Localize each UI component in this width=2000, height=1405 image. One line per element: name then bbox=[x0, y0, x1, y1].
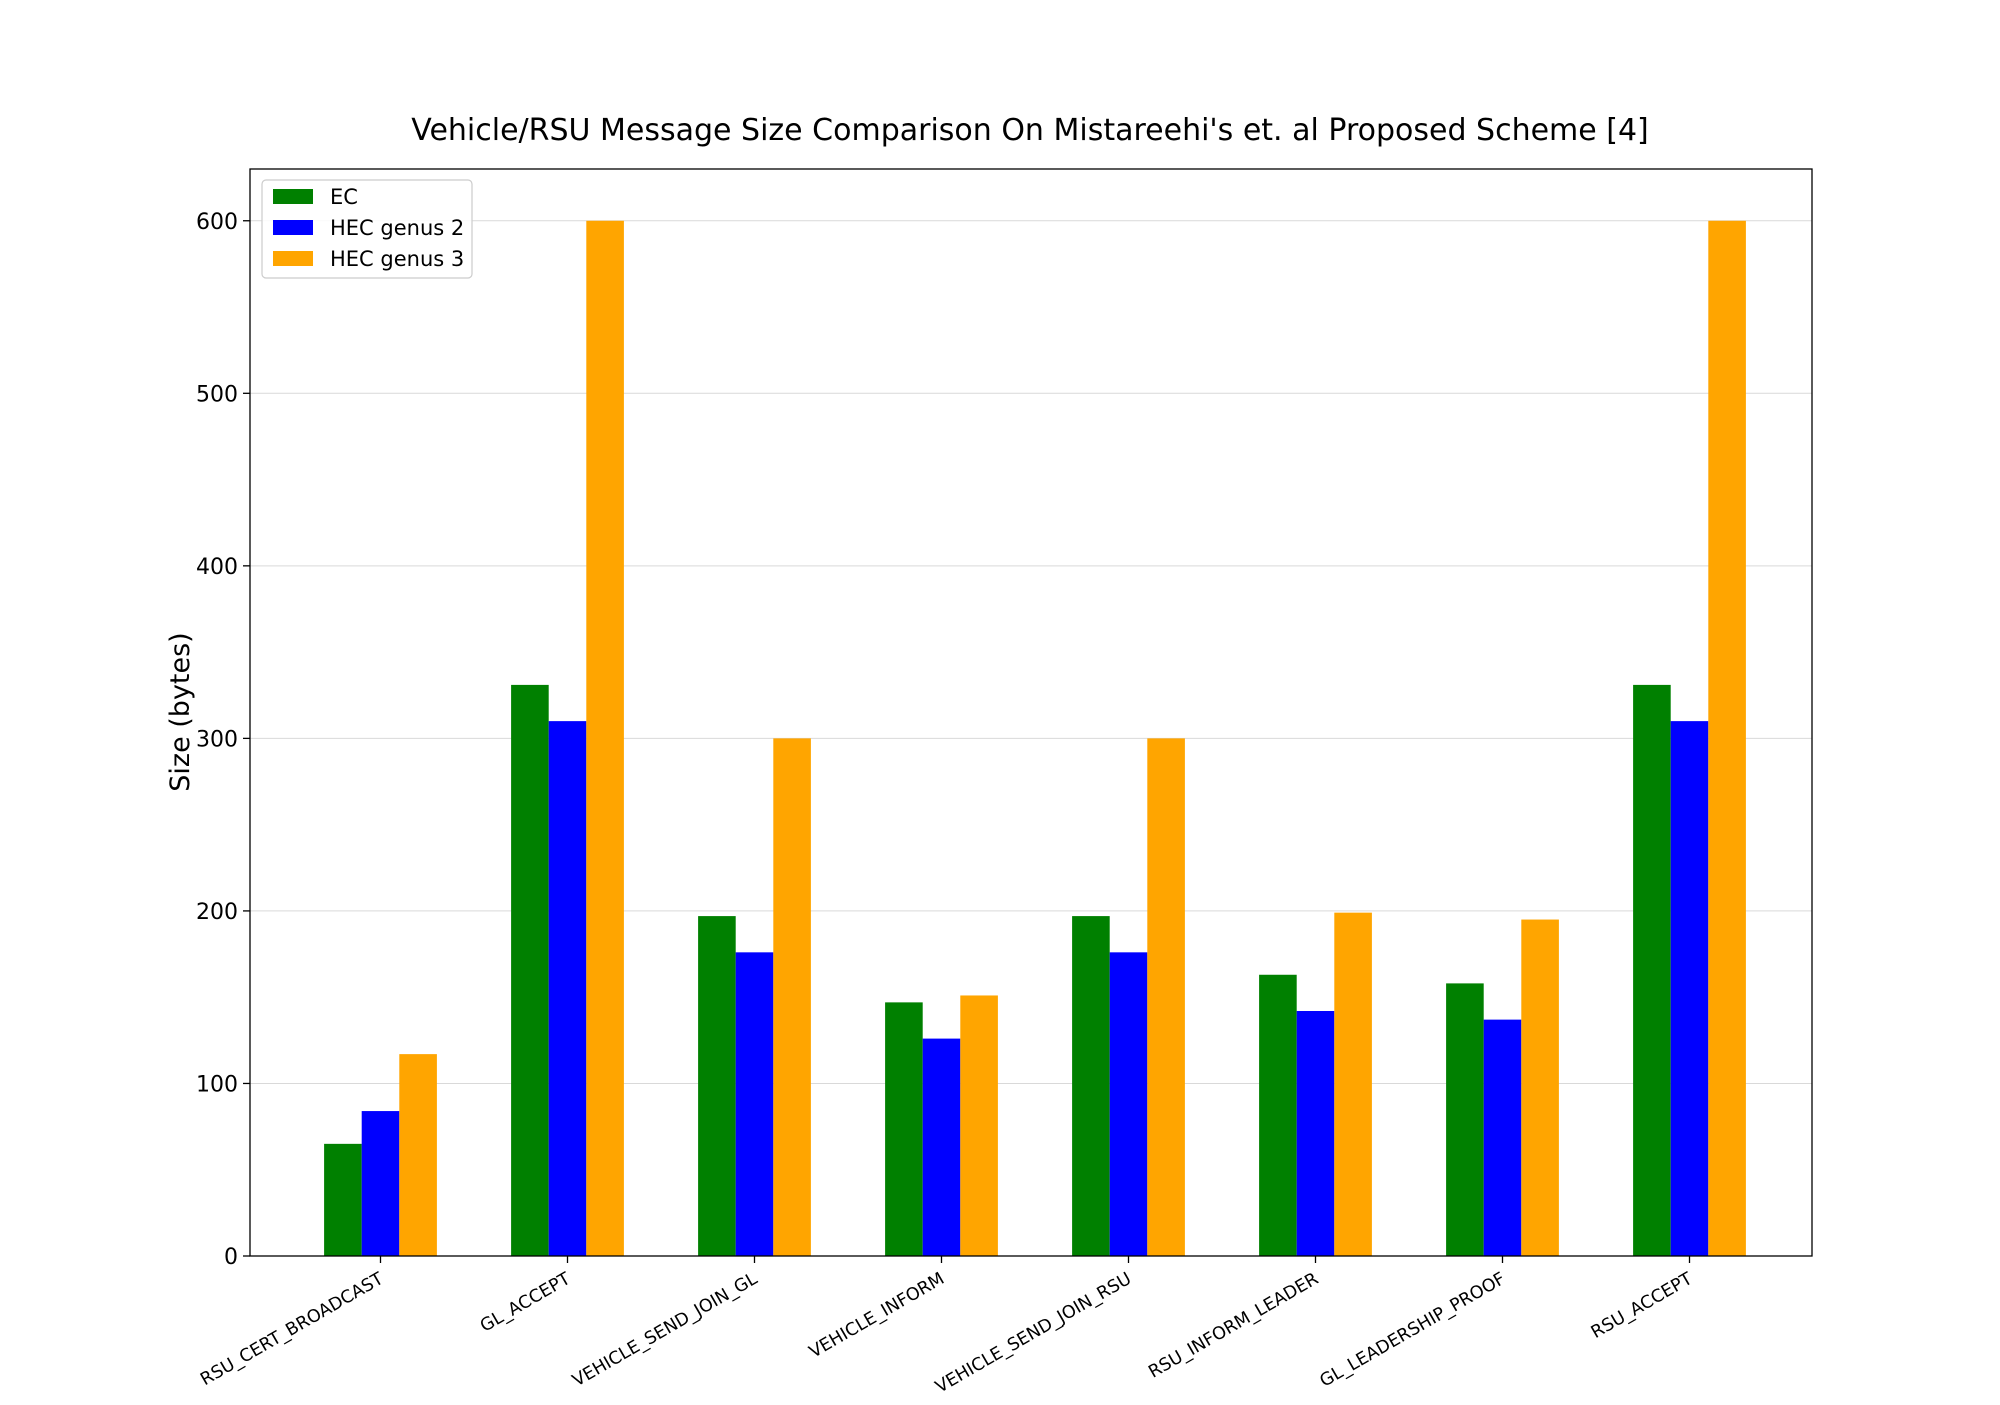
legend-box bbox=[261, 179, 473, 279]
x-tick-label: RSU_CERT_BROADCAST bbox=[197, 1269, 387, 1390]
bar-ec bbox=[1072, 916, 1110, 1256]
plot-frame bbox=[249, 168, 1813, 1257]
x-tick-label: VEHICLE_SEND_JOIN_GL bbox=[569, 1269, 761, 1391]
bar-hec-genus-3 bbox=[399, 1054, 437, 1256]
chart-title: Vehicle/RSU Message Size Comparison On M… bbox=[411, 113, 1649, 148]
bar-hec-genus-3 bbox=[586, 220, 624, 1256]
legend-swatch bbox=[273, 220, 313, 235]
x-tick-label: VEHICLE_INFORM bbox=[806, 1269, 948, 1363]
x-tick-label: RSU_INFORM_LEADER bbox=[1145, 1269, 1322, 1383]
y-axis-label: Size (bytes) bbox=[165, 632, 196, 791]
bar-hec-genus-3 bbox=[1334, 912, 1372, 1256]
y-tick-label: 600 bbox=[196, 210, 238, 235]
bar-ec bbox=[324, 1143, 362, 1256]
legend: EC HEC genus 2 HEC genus 3 bbox=[261, 179, 473, 279]
bar-hec-genus-2 bbox=[1109, 952, 1148, 1256]
bar-ec bbox=[511, 684, 549, 1256]
y-tick-label: 200 bbox=[196, 900, 238, 925]
bar-ec bbox=[1259, 974, 1297, 1256]
bar-hec-genus-3 bbox=[1521, 919, 1559, 1256]
bar-hec-genus-3 bbox=[1147, 738, 1185, 1256]
bar-hec-genus-2 bbox=[361, 1111, 400, 1256]
legend-swatch bbox=[273, 189, 313, 204]
bar-hec-genus-3 bbox=[960, 995, 998, 1256]
legend-label: HEC genus 3 bbox=[330, 247, 464, 271]
y-tick-label: 0 bbox=[224, 1245, 238, 1270]
x-tick-label: GL_ACCEPT bbox=[477, 1269, 574, 1337]
y-tick-label: 400 bbox=[196, 555, 238, 580]
bar-hec-genus-3 bbox=[1708, 220, 1746, 1256]
bar-ec bbox=[885, 1002, 923, 1256]
x-tick-label: RSU_ACCEPT bbox=[1588, 1269, 1696, 1343]
bars bbox=[324, 220, 1746, 1256]
legend-items: EC HEC genus 2 HEC genus 3 bbox=[273, 185, 464, 271]
bar-hec-genus-2 bbox=[1670, 721, 1709, 1256]
y-tick-label: 300 bbox=[196, 727, 238, 752]
x-tick-label: GL_LEADERSHIP_PROOF bbox=[1317, 1269, 1509, 1392]
y-tick-label: 100 bbox=[196, 1072, 238, 1097]
y-tick-label: 500 bbox=[196, 382, 238, 407]
gridlines bbox=[250, 220, 1812, 1084]
legend-label: EC bbox=[330, 185, 358, 209]
bar-hec-genus-2 bbox=[1483, 1019, 1522, 1256]
bar-ec bbox=[1633, 684, 1671, 1256]
bar-ec bbox=[1446, 983, 1484, 1256]
bar-hec-genus-2 bbox=[922, 1038, 961, 1256]
x-tick-label: VEHICLE_SEND_JOIN_RSU bbox=[932, 1269, 1135, 1398]
bar-hec-genus-3 bbox=[773, 738, 811, 1256]
bar-ec bbox=[698, 916, 736, 1256]
bar-hec-genus-2 bbox=[735, 952, 774, 1256]
x-axis-ticks: RSU_CERT_BROADCAST GL_ACCEPTVEHICLE_SEND_… bbox=[197, 1256, 1696, 1398]
legend-swatch bbox=[273, 251, 313, 266]
bar-hec-genus-2 bbox=[548, 721, 587, 1256]
bar-hec-genus-2 bbox=[1296, 1010, 1335, 1256]
legend-label: HEC genus 2 bbox=[330, 216, 464, 240]
y-axis-ticks: 0 100 200 300 400 500 600 bbox=[196, 210, 250, 1270]
